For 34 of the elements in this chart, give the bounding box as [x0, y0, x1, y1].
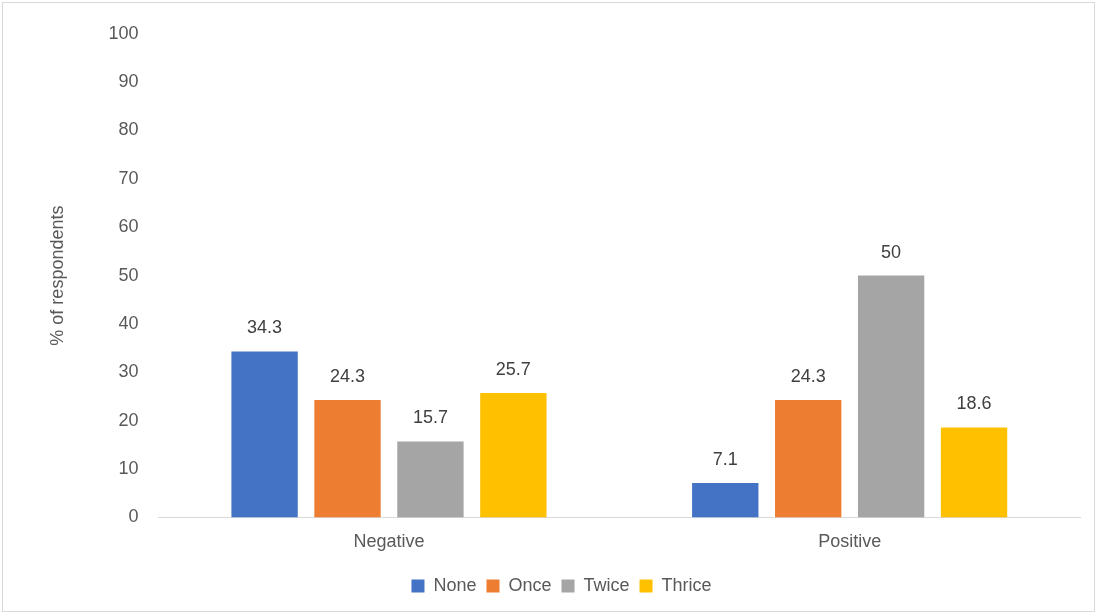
data-label: 15.7: [412, 407, 448, 428]
bar: [775, 399, 842, 518]
bar: [231, 351, 298, 518]
bar: [692, 483, 759, 518]
data-label: 25.7: [495, 359, 531, 380]
legend-label: Once: [508, 574, 552, 595]
bar: [397, 441, 464, 518]
y-axis-title: % of respondents: [46, 205, 67, 346]
data-label: 50: [881, 241, 902, 262]
y-tick-label: 70: [118, 167, 139, 188]
data-label: 24.3: [329, 365, 366, 386]
x-tick-label: Negative: [353, 531, 425, 552]
y-tick-label: 30: [118, 361, 139, 382]
y-tick-label: 0: [128, 506, 139, 527]
x-tick-label: Positive: [818, 531, 882, 552]
y-tick-label: 100: [108, 22, 139, 43]
legend-label: None: [433, 574, 477, 595]
y-tick-label: 60: [118, 216, 139, 237]
y-tick-label: 90: [118, 71, 139, 92]
y-tick-label: 20: [118, 409, 139, 430]
data-label: 7.1: [712, 449, 738, 470]
data-label: 24.3: [790, 365, 826, 386]
legend-label: Twice: [583, 574, 630, 595]
y-tick-label: 10: [118, 458, 139, 479]
y-tick-label: 40: [118, 312, 139, 333]
legend-label: Thrice: [661, 574, 712, 595]
bar: [480, 393, 547, 518]
y-tick-label: 50: [118, 264, 139, 285]
bar: [857, 275, 925, 518]
bar: [314, 399, 381, 518]
data-label: 18.6: [956, 393, 992, 414]
bar: [940, 427, 1008, 518]
data-label: 34.3: [247, 317, 283, 338]
y-tick-label: 80: [118, 119, 139, 140]
